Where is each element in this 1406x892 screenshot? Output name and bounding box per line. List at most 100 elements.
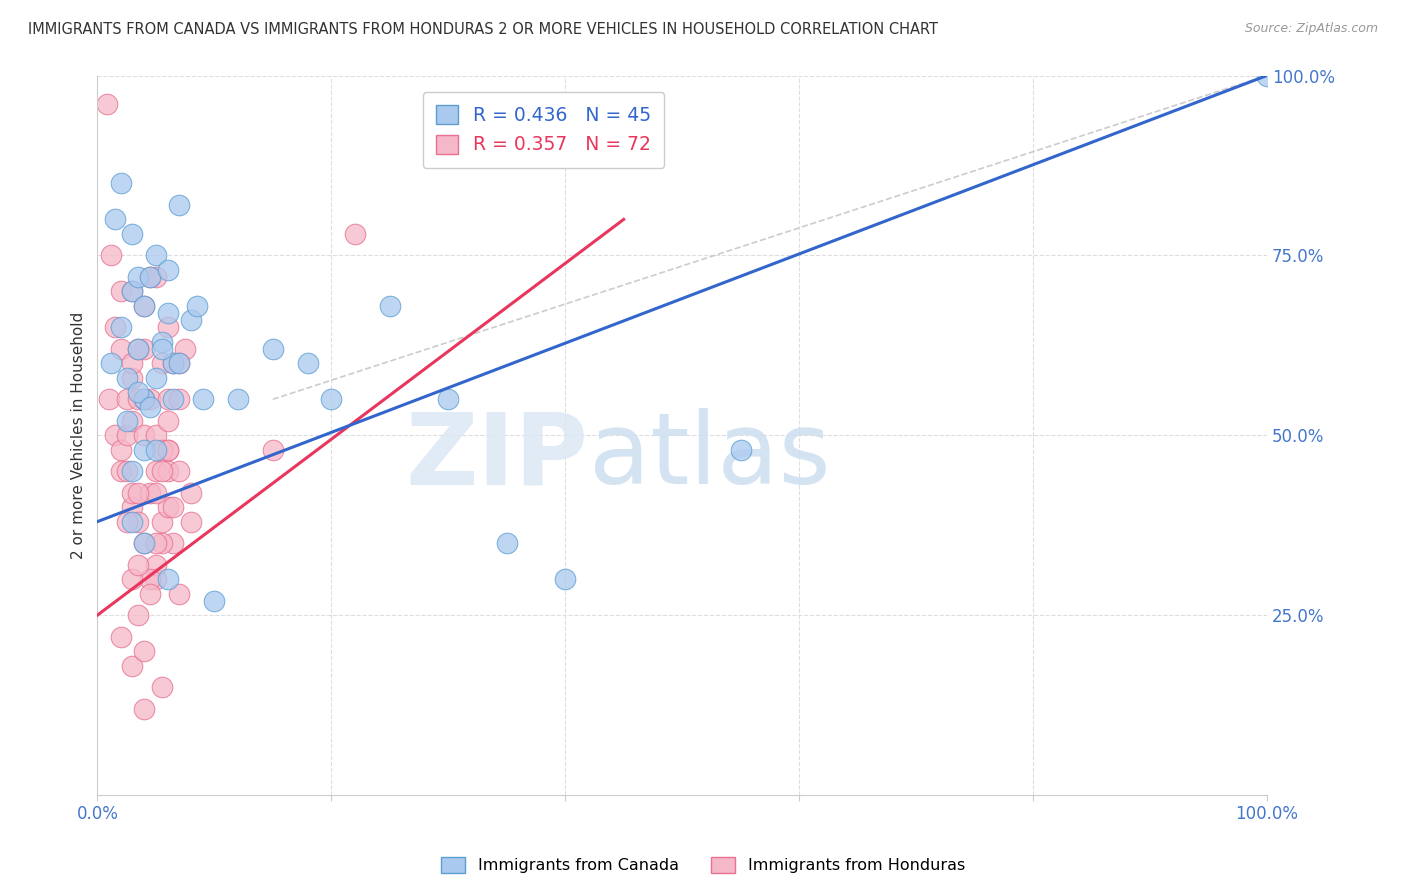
Point — [191, 392, 214, 407]
Point — [145, 536, 167, 550]
Point — [115, 464, 138, 478]
Point — [100, 356, 122, 370]
Point — [100, 248, 122, 262]
Point — [127, 342, 149, 356]
Point — [1256, 69, 1278, 83]
Point — [127, 270, 149, 285]
Point — [134, 342, 156, 356]
Point — [139, 586, 162, 600]
Point — [167, 464, 190, 478]
Point — [150, 536, 173, 550]
Point — [162, 356, 184, 370]
Point — [156, 464, 179, 478]
Point — [121, 500, 143, 515]
Point — [145, 370, 167, 384]
Point — [495, 536, 517, 550]
Point — [156, 442, 179, 457]
Point — [110, 464, 132, 478]
Point — [104, 320, 127, 334]
Point — [156, 306, 179, 320]
Point — [121, 464, 143, 478]
Text: IMMIGRANTS FROM CANADA VS IMMIGRANTS FROM HONDURAS 2 OR MORE VEHICLES IN HOUSEHO: IMMIGRANTS FROM CANADA VS IMMIGRANTS FRO… — [28, 22, 938, 37]
Point — [167, 198, 190, 212]
Point — [297, 356, 319, 370]
Point — [139, 270, 162, 285]
Point — [156, 500, 179, 515]
Point — [110, 342, 132, 356]
Point — [121, 370, 143, 384]
Point — [139, 572, 162, 586]
Point — [145, 270, 167, 285]
Point — [127, 486, 149, 500]
Point — [139, 486, 162, 500]
Point — [127, 385, 149, 400]
Point — [134, 442, 156, 457]
Point — [134, 644, 156, 658]
Point — [139, 392, 162, 407]
Point — [121, 658, 143, 673]
Point — [156, 392, 179, 407]
Point — [730, 442, 752, 457]
Point — [121, 285, 143, 299]
Point — [127, 558, 149, 572]
Point — [121, 414, 143, 428]
Point — [145, 572, 167, 586]
Point — [127, 608, 149, 623]
Point — [202, 594, 225, 608]
Point — [174, 342, 197, 356]
Point — [139, 400, 162, 414]
Point — [110, 442, 132, 457]
Point — [134, 536, 156, 550]
Point — [180, 486, 202, 500]
Point — [156, 572, 179, 586]
Legend: Immigrants from Canada, Immigrants from Honduras: Immigrants from Canada, Immigrants from … — [434, 850, 972, 880]
Point — [156, 414, 179, 428]
Point — [437, 392, 460, 407]
Point — [150, 442, 173, 457]
Point — [180, 515, 202, 529]
Point — [121, 285, 143, 299]
Point — [156, 262, 179, 277]
Point — [150, 680, 173, 694]
Point — [145, 442, 167, 457]
Point — [110, 177, 132, 191]
Point — [127, 392, 149, 407]
Point — [262, 342, 284, 356]
Point — [134, 536, 156, 550]
Y-axis label: 2 or more Vehicles in Household: 2 or more Vehicles in Household — [72, 311, 86, 559]
Point — [121, 486, 143, 500]
Point — [104, 212, 127, 227]
Point — [145, 248, 167, 262]
Point — [343, 227, 366, 241]
Point — [156, 442, 179, 457]
Point — [162, 500, 184, 515]
Point — [98, 392, 121, 407]
Point — [150, 342, 173, 356]
Point — [554, 572, 576, 586]
Point — [96, 97, 118, 112]
Point — [145, 464, 167, 478]
Legend: R = 0.436   N = 45, R = 0.357   N = 72: R = 0.436 N = 45, R = 0.357 N = 72 — [423, 92, 665, 168]
Text: ZIP: ZIP — [406, 409, 589, 506]
Point — [167, 392, 190, 407]
Point — [180, 313, 202, 327]
Point — [121, 227, 143, 241]
Point — [145, 558, 167, 572]
Point — [115, 370, 138, 384]
Text: Source: ZipAtlas.com: Source: ZipAtlas.com — [1244, 22, 1378, 36]
Point — [186, 299, 208, 313]
Point — [145, 486, 167, 500]
Point — [121, 515, 143, 529]
Point — [110, 285, 132, 299]
Point — [156, 320, 179, 334]
Point — [121, 356, 143, 370]
Point — [134, 428, 156, 442]
Point — [115, 414, 138, 428]
Point — [167, 586, 190, 600]
Point — [150, 515, 173, 529]
Point — [262, 442, 284, 457]
Point — [145, 428, 167, 442]
Point — [110, 320, 132, 334]
Point — [167, 356, 190, 370]
Point — [134, 392, 156, 407]
